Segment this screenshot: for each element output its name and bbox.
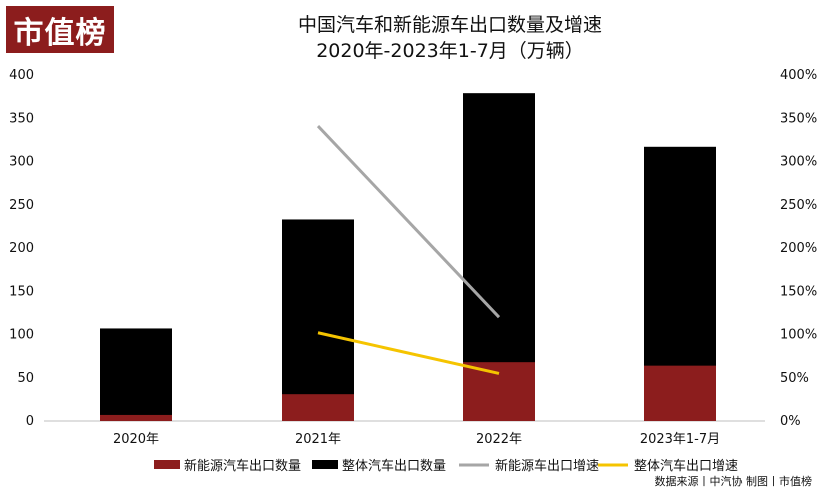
y-tick-label-right: 350% [780,111,817,126]
line-nev-growth [316,125,501,319]
bar-total-exports [282,219,354,421]
y-tick-label-left: 300 [9,155,34,170]
legend-label: 整体汽车出口数量 [342,458,446,474]
bar-nev-exports [282,394,354,421]
y-tick-label-left: 150 [9,284,34,299]
y-tick-label-left: 0 [26,414,34,429]
y-tick-label-left: 400 [9,68,34,83]
y-tick-label-right: 400% [780,68,817,83]
x-tick-label: 2023年1-7月 [640,432,720,447]
bar-nev-exports [644,365,716,421]
legend-swatch [154,460,180,469]
bar-nev-exports [100,414,172,421]
bar-nev-exports [463,362,535,421]
x-tick-label: 2020年 [113,432,159,447]
chart-subtitle: 2020年-2023年1-7月（万辆） [316,40,584,62]
y-tick-label-right: 300% [780,155,817,170]
y-tick-label-right: 250% [780,198,817,213]
y-tick-label-right: 50% [780,371,809,386]
x-tick-label: 2021年 [295,432,341,447]
legend-label: 新能源车出口增速 [495,458,599,474]
y-tick-label-left: 350 [9,111,34,126]
y-tick-label-right: 0% [780,414,801,429]
y-tick-label-right: 150% [780,284,817,299]
chart-title: 中国汽车和新能源车出口数量及增速 [297,14,602,36]
y-tick-label-left: 250 [9,198,34,213]
line-total-growth [317,331,500,375]
legend-label: 整体汽车出口增速 [634,458,738,474]
y-tick-label-left: 50 [17,371,34,386]
source-note: 数据来源丨中汽协 制图丨市值榜 [654,475,813,488]
x-tick-label: 2022年 [476,432,522,447]
y-tick-label-right: 200% [780,241,817,256]
y-tick-label-left: 200 [9,241,34,256]
brand-logo: 市值榜 [6,6,114,53]
legend-swatch [312,460,338,469]
legend-label: 新能源汽车出口数量 [184,458,301,474]
y-tick-label-right: 100% [780,328,817,343]
bar-total-exports [100,328,172,421]
y-tick-label-left: 100 [9,328,34,343]
